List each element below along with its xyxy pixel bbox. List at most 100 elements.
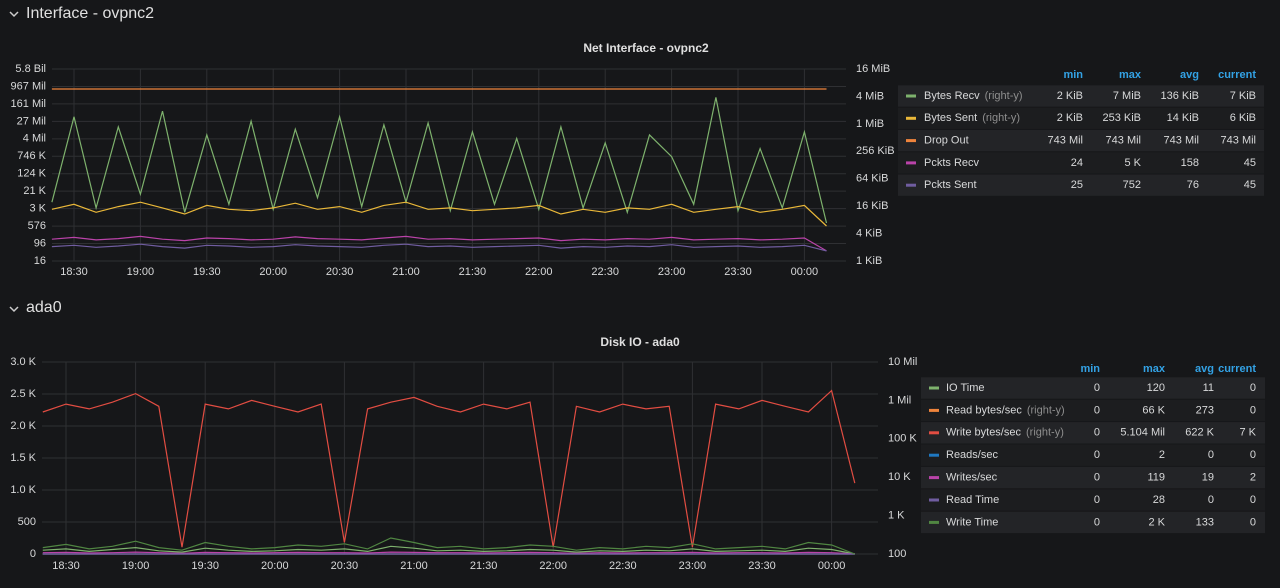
- legend-stat: 76: [1187, 179, 1199, 191]
- series-line: [51, 97, 828, 224]
- legend-stat: 25: [1071, 179, 1083, 191]
- legend-row: [898, 152, 1264, 174]
- legend-stat: 19: [1202, 472, 1214, 484]
- x-tick-label: 21:00: [392, 266, 420, 278]
- series-line: [51, 243, 827, 252]
- legend-name[interactable]: Drop Out: [924, 135, 969, 147]
- legend-stat: 0: [1094, 404, 1100, 416]
- legend-stat: 0: [1094, 472, 1100, 484]
- collapse-icon[interactable]: [9, 11, 19, 18]
- x-tick-label: 22:30: [591, 266, 619, 278]
- x-tick-label: 19:00: [122, 560, 150, 572]
- legend-row: [921, 511, 1265, 534]
- legend-row: [921, 422, 1265, 444]
- legend-stat: 45: [1244, 157, 1256, 169]
- legend-header: current: [1218, 69, 1256, 81]
- x-tick-label: 00:00: [791, 266, 819, 278]
- legend-axis-note: (right-y): [985, 90, 1023, 102]
- legend-stat: 0: [1094, 382, 1100, 394]
- legend-stat: 0: [1094, 449, 1100, 461]
- legend-stat: 0: [1250, 516, 1256, 528]
- x-tick-label: 20:30: [326, 266, 354, 278]
- legend-name[interactable]: Write bytes/sec: [946, 427, 1021, 439]
- row-title[interactable]: Interface - ovpnc2: [26, 5, 154, 22]
- legend-header: avg: [1180, 69, 1199, 81]
- legend-row: [898, 85, 1264, 107]
- y2-tick-label: 16 KiB: [856, 200, 888, 212]
- collapse-icon[interactable]: [9, 306, 19, 313]
- y-tick-label: 3 K: [29, 203, 46, 215]
- y-tick-label: 967 Mil: [11, 80, 46, 92]
- legend-stat: 5 K: [1124, 157, 1141, 169]
- x-tick-label: 20:00: [259, 266, 287, 278]
- legend-stat: 2 KiB: [1057, 112, 1083, 124]
- y-tick-label: 124 K: [17, 168, 46, 180]
- legend-stat: 24: [1071, 157, 1083, 169]
- x-tick-label: 21:00: [400, 560, 428, 572]
- series-line: [42, 389, 856, 548]
- legend-stat: 14 KiB: [1167, 112, 1199, 124]
- y-tick-label: 161 Mil: [11, 98, 46, 110]
- legend-name[interactable]: Bytes Sent: [924, 112, 977, 124]
- legend-name[interactable]: IO Time: [946, 382, 985, 394]
- legend-header: max: [1143, 363, 1166, 375]
- y-tick-label: 16: [34, 255, 46, 267]
- legend-stat: 45: [1244, 179, 1256, 191]
- legend-name[interactable]: Write Time: [946, 516, 998, 528]
- legend-header: avg: [1195, 363, 1214, 375]
- legend-row: [921, 466, 1265, 489]
- series-line: [51, 201, 827, 227]
- x-tick-label: 21:30: [459, 266, 487, 278]
- legend-stat: 6 KiB: [1230, 112, 1256, 124]
- legend-name[interactable]: Writes/sec: [946, 472, 998, 484]
- y-tick-label: 4 Mil: [23, 133, 46, 145]
- y2-tick-label: 64 KiB: [856, 173, 888, 185]
- legend-axis-note: (right-y): [1026, 427, 1064, 439]
- legend-stat: 0: [1208, 449, 1214, 461]
- legend-stat: 0: [1208, 494, 1214, 506]
- legend-stat: 119: [1147, 472, 1165, 484]
- series-line: [42, 551, 855, 555]
- legend-name[interactable]: Pckts Sent: [924, 179, 977, 191]
- y-tick-label: 1.0 K: [10, 484, 36, 496]
- y-tick-label: 1.5 K: [10, 452, 36, 464]
- legend-row: [898, 129, 1264, 152]
- y2-tick-label: 16 MiB: [856, 63, 890, 75]
- legend-stat: 0: [1094, 516, 1100, 528]
- row-title[interactable]: ada0: [26, 299, 62, 316]
- legend-header: current: [1218, 363, 1256, 375]
- y2-tick-label: 4 MiB: [856, 90, 884, 102]
- legend-stat: 743 Mil: [1106, 135, 1141, 147]
- legend-name[interactable]: Reads/sec: [946, 449, 998, 461]
- legend-name[interactable]: Bytes Recv: [924, 90, 980, 102]
- legend-stat: 2 K: [1148, 516, 1165, 528]
- y2-tick-label: 10 K: [888, 471, 911, 483]
- y2-tick-label: 4 KiB: [856, 227, 882, 239]
- x-tick-label: 23:00: [658, 266, 686, 278]
- legend-stat: 0: [1094, 427, 1100, 439]
- chart-title: Disk IO - ada0: [600, 335, 680, 349]
- y2-tick-label: 1 MiB: [856, 118, 884, 130]
- x-tick-label: 19:30: [191, 560, 219, 572]
- legend-stat: 28: [1153, 494, 1165, 506]
- x-tick-label: 21:30: [470, 560, 498, 572]
- x-tick-label: 18:30: [52, 560, 80, 572]
- y2-tick-label: 100 K: [888, 433, 917, 445]
- legend-name[interactable]: Read Time: [946, 494, 999, 506]
- legend-stat: 253 KiB: [1102, 112, 1141, 124]
- legend-stat: 11: [1203, 382, 1214, 394]
- series-line: [51, 235, 827, 252]
- legend-header: min: [1063, 69, 1083, 81]
- y-tick-label: 21 K: [23, 185, 46, 197]
- y2-tick-label: 100: [888, 548, 906, 560]
- legend-stat: 2: [1159, 449, 1165, 461]
- y-tick-label: 576: [28, 220, 46, 232]
- x-tick-label: 23:30: [748, 560, 776, 572]
- x-tick-label: 20:30: [331, 560, 359, 572]
- y2-tick-label: 1 KiB: [856, 255, 882, 267]
- legend-name[interactable]: Read bytes/sec: [946, 404, 1022, 416]
- legend-name[interactable]: Pckts Recv: [924, 157, 980, 169]
- legend-stat: 136 KiB: [1160, 90, 1199, 102]
- legend-stat: 5.104 Mil: [1120, 427, 1165, 439]
